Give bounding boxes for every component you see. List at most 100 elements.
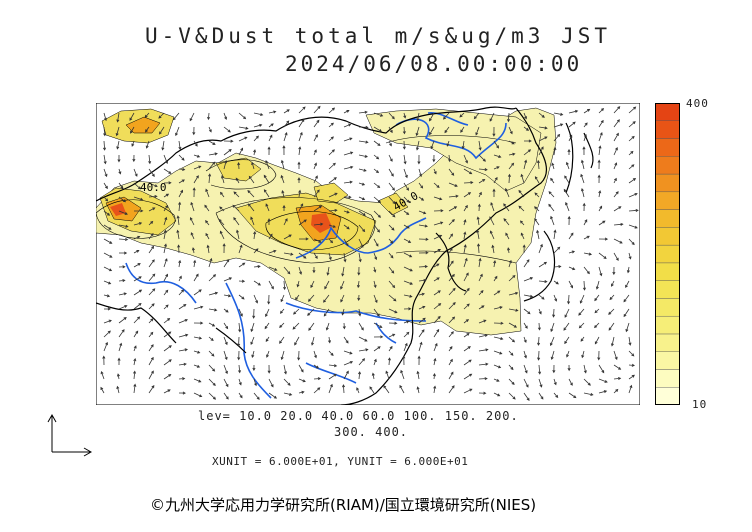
wind-arrow (298, 364, 304, 373)
colorbar-cell (655, 298, 680, 317)
wind-arrow (117, 357, 121, 366)
wind-arrow (178, 391, 186, 395)
wind-arrow (403, 342, 408, 352)
wind-arrow (308, 322, 315, 331)
wind-arrow (223, 336, 228, 346)
wind-arrow (388, 252, 394, 259)
wind-arrow (148, 273, 156, 282)
wind-arrow (523, 112, 527, 120)
wind-arrow (463, 272, 469, 282)
wind-arrow (598, 145, 602, 156)
wind-arrow (520, 173, 525, 184)
wind-arrow (358, 252, 362, 263)
wind-arrow (358, 154, 369, 158)
wind-arrow (433, 290, 441, 296)
wind-arrow (190, 201, 195, 212)
wind-arrow (325, 322, 330, 331)
wind-arrow (250, 322, 255, 333)
colorbar-cell (655, 387, 680, 405)
wind-arrow (568, 134, 573, 142)
wind-arrow (103, 280, 112, 285)
wind-arrow (478, 319, 487, 324)
wind-arrow (328, 364, 338, 368)
wind-arrow (193, 259, 197, 268)
wind-arrow (116, 385, 120, 394)
wind-arrow (594, 294, 600, 302)
wind-arrow (193, 364, 201, 368)
wind-arrow (518, 189, 525, 198)
wind-arrow (163, 317, 171, 324)
wind-arrow (628, 121, 636, 128)
wind-arrow (237, 336, 241, 347)
wind-arrow (116, 140, 120, 150)
wind-arrow (418, 265, 428, 269)
colorbar-cell (655, 351, 680, 370)
wind-arrow (279, 336, 285, 344)
wind-arrow (373, 346, 381, 352)
wind-arrow (433, 221, 444, 226)
wind-arrow (493, 350, 503, 355)
wind-arrow (580, 159, 585, 170)
wind-arrow (328, 373, 337, 380)
wind-arrow (248, 175, 255, 184)
wind-arrow (628, 238, 635, 246)
wind-arrow (253, 248, 259, 254)
wind-arrow (582, 280, 586, 291)
wind-arrow (478, 273, 483, 282)
wind-arrow (358, 168, 367, 172)
wind-arrow (221, 175, 225, 184)
wind-arrow (564, 336, 570, 345)
wind-arrow (583, 108, 591, 114)
wind-arrow (492, 188, 496, 198)
wind-arrow (298, 189, 302, 198)
wind-arrow (148, 303, 155, 310)
wind-arrow (268, 134, 273, 142)
wind-arrow (549, 336, 555, 347)
wind-arrow (536, 229, 540, 240)
wind-arrow (103, 266, 113, 272)
wind-arrow (328, 224, 337, 228)
wind-arrow (448, 247, 453, 254)
colorbar-cell (655, 333, 680, 352)
wind-arrow (628, 252, 632, 260)
wind-arrow (598, 119, 604, 128)
wind-arrow (163, 304, 169, 310)
wind-arrow (508, 274, 516, 282)
wind-arrow (628, 336, 632, 346)
wind-arrow (493, 154, 502, 158)
wind-arrow (192, 126, 196, 136)
wind-arrow (628, 224, 638, 229)
wind-arrow (117, 154, 121, 163)
wind-arrow (613, 238, 623, 244)
wind-arrow (523, 277, 534, 282)
wind-arrow (493, 140, 500, 149)
wind-arrow (163, 168, 172, 174)
wind-arrow (388, 333, 396, 338)
wind-arrow (567, 215, 571, 226)
wind-arrow (296, 280, 300, 288)
wind-arrow (193, 305, 204, 310)
wind-arrow (103, 307, 112, 311)
wind-arrow (279, 322, 285, 329)
wind-arrow (298, 219, 307, 226)
wind-arrow (267, 218, 271, 226)
wind-arrow (357, 371, 362, 380)
wind-arrow (388, 308, 398, 314)
wind-arrow (268, 392, 278, 399)
wind-arrow (534, 192, 540, 198)
wind-arrow (340, 280, 345, 290)
wind-arrow (418, 182, 424, 189)
wind-arrow (268, 266, 278, 271)
wind-arrow (223, 139, 234, 143)
wind-arrow (478, 305, 485, 310)
wind-arrow (489, 216, 495, 226)
contour-levels-line2: 300. 400. (334, 425, 409, 439)
colorbar-cell (655, 369, 680, 388)
wind-arrow (343, 252, 347, 263)
wind-arrow (163, 243, 168, 254)
wind-arrow (238, 244, 243, 254)
wind-arrow (132, 154, 136, 163)
wind-arrow (238, 279, 246, 283)
wind-arrow (447, 154, 452, 163)
wind-arrow (538, 294, 545, 300)
